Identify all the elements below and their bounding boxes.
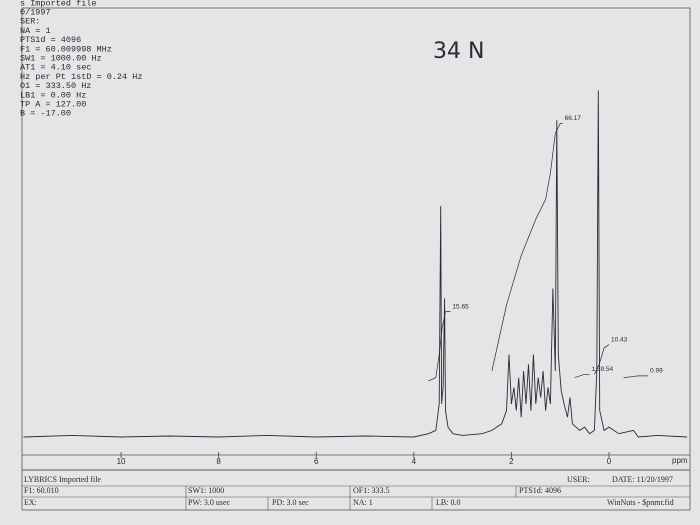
integral-curve [428,311,451,382]
footer-field: DATE: 11/20/1997 [612,475,673,484]
footer-field: SW1: 1000 [188,486,224,495]
integral-curve [574,373,590,378]
spectrum-line [23,90,688,438]
integral-curve [491,123,563,372]
x-tick-label: 6 [314,457,319,466]
parameter-line: B = -17.00 [20,109,71,119]
footer-frame [21,469,691,511]
parameter-line: SER: [20,17,40,27]
footer-field: F1: 60.010 [24,486,59,495]
integral-label: 0.99 [650,368,663,375]
footer-field: PW: 3.0 usec [188,498,231,507]
footer-field: WinNuts - $pnmr.fid [607,498,674,507]
parameter-line: Hz per Pt 1stD = 0.24 Hz [20,72,142,82]
footer-field: PD: 3.0 sec [272,498,309,507]
integral-label: 15.65 [452,303,469,310]
parameter-line: PTS1d = 4096 [20,35,81,45]
footer-field: LB: 0.0 [436,498,460,507]
parameter-line: F1 = 60.009998 MHz [20,44,112,54]
footer-field: NA: 1 [353,498,373,507]
parameter-line: SW1 = 1000.00 Hz [20,53,102,63]
x-tick-label: 10 [117,457,126,466]
footer-field: USER: [567,475,590,484]
x-tick-label: 4 [412,457,417,466]
integral-label: 66.17 [565,115,582,122]
integral-label: 10.43 [611,336,628,343]
footer-field: EX: [24,498,37,507]
footer-field: LYBRICS Imported file [24,475,101,484]
parameter-line: s Imported file [20,0,97,8]
x-axis-label: ppm [672,456,688,465]
x-tick-label: 8 [216,457,221,466]
parameter-line: LB1 = 0.00 Hz [20,90,86,100]
parameter-line: NA = 1 [20,26,51,36]
parameter-line: TP A = 127.00 [20,99,86,109]
integral-curve [623,375,648,378]
parameter-line: O1 = 333.50 Hz [20,81,91,91]
footer-field: OF1: 333.5 [353,486,389,495]
parameter-line: AT1 = 4.10 sec [20,63,91,73]
parameter-line: 0/1997 [20,7,51,17]
integral-label: 1.59.54 [591,366,613,373]
x-tick-label: 2 [509,457,514,466]
integral-curve [594,344,610,375]
handwritten-note: 34 N [433,39,484,64]
footer-field: PTS1d: 4096 [519,486,561,495]
x-tick-label: 0 [607,457,612,466]
